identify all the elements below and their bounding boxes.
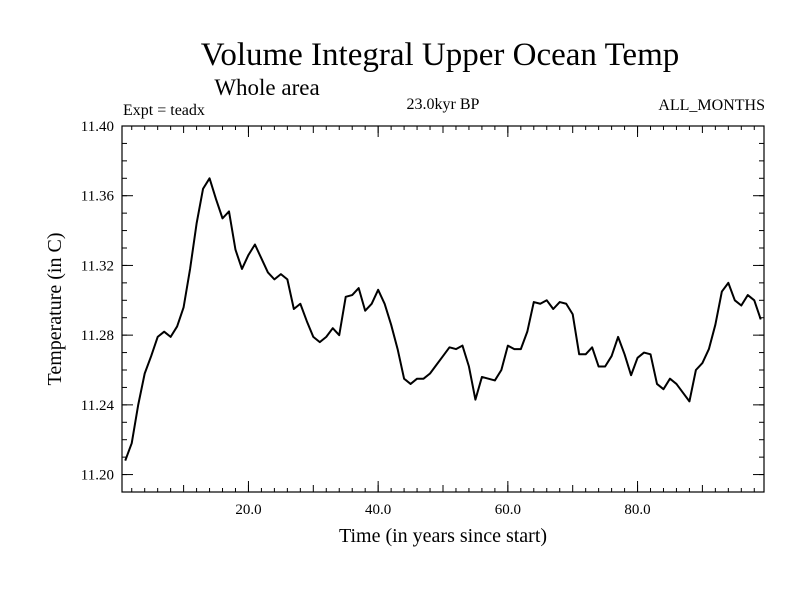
y-tick-label: 11.20 [81, 468, 114, 484]
y-tick-label: 11.24 [81, 398, 115, 414]
x-tick-label: 40.0 [365, 502, 391, 518]
y-tick-label: 11.28 [81, 328, 114, 344]
axes: 20.0 40.0 60.0 80.0 11.20 11.24 11.28 11.32 11.3… [81, 119, 764, 518]
series-line [124, 177, 762, 461]
expt-label: Expt = teadx [123, 102, 205, 119]
chart-title: Volume Integral Upper Ocean Temp [201, 37, 679, 73]
y-tick-label: 11.40 [81, 119, 114, 135]
plot-frame [121, 125, 765, 493]
x-axis-label: Time (in years since start) [339, 525, 547, 547]
period-label: 23.0kyr BP [407, 96, 480, 113]
x-tick-label: 20.0 [235, 502, 261, 518]
x-tick-label: 60.0 [495, 502, 521, 518]
y-axis-label: Temperature (in C) [44, 233, 66, 386]
x-tick-label: 80.0 [624, 502, 650, 518]
months-label: ALL_MONTHS [658, 97, 765, 114]
y-tick-label: 11.32 [81, 258, 114, 274]
series-group [124, 177, 762, 461]
y-tick-label: 11.36 [81, 189, 115, 205]
chart-subtitle: Whole area [214, 75, 319, 100]
